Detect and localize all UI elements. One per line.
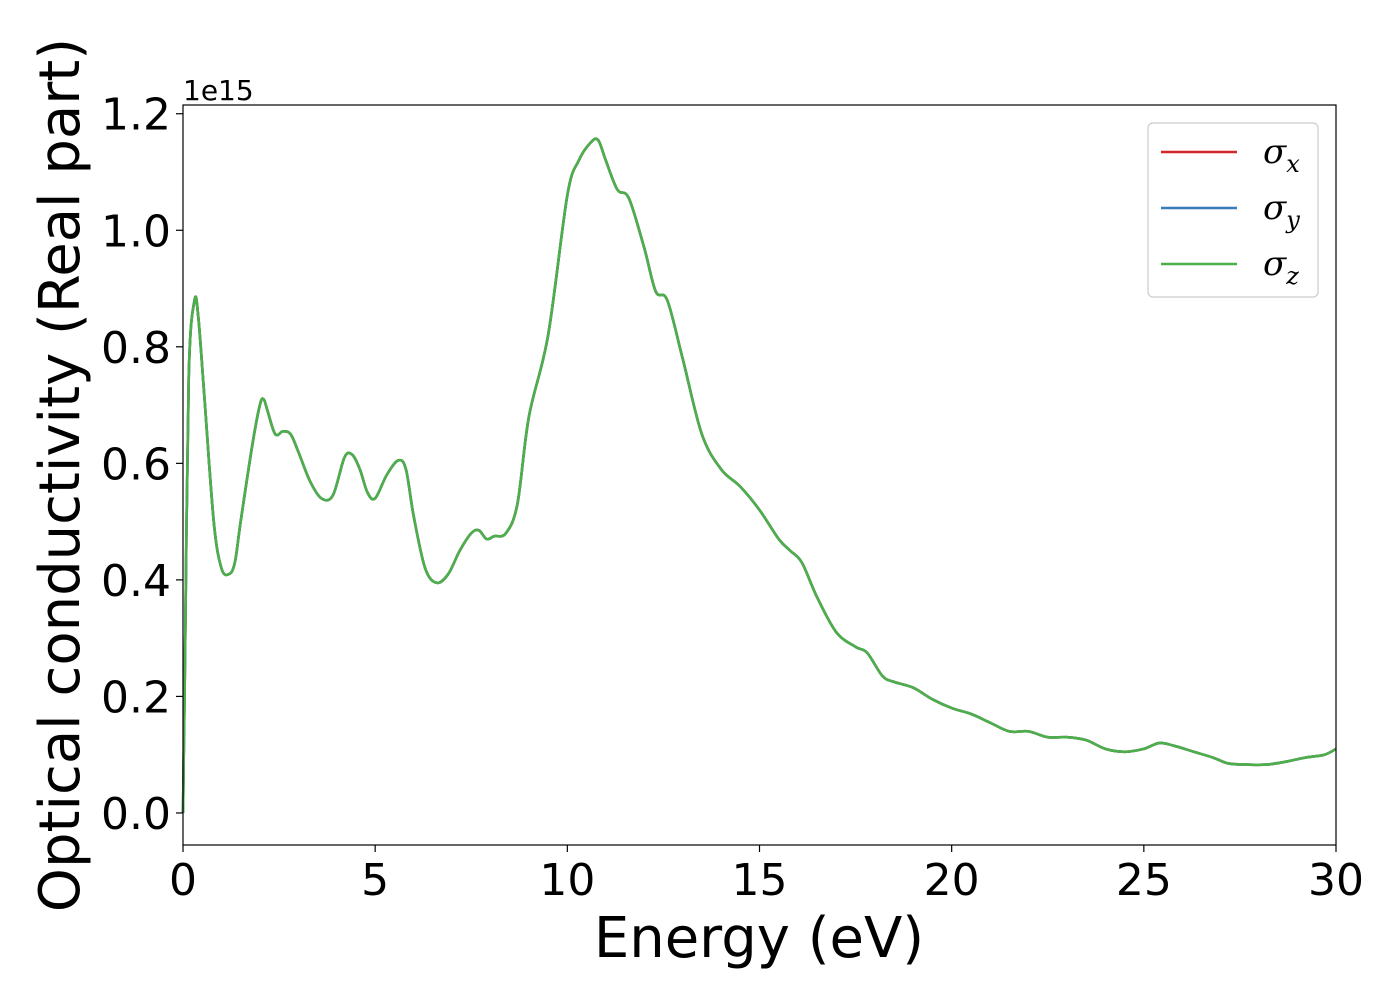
legend-label-y: σy [1263,188,1300,234]
plot-background [183,105,1336,845]
x-tick-label: 10 [539,855,595,906]
x-tick-label: 30 [1308,855,1364,906]
y-tick-label: 0.8 [101,323,171,374]
y-tick-label: 1.0 [101,206,171,257]
y-tick-label: 0.0 [101,789,171,840]
legend-box [1147,122,1319,298]
y-tick-label: 0.4 [101,556,171,607]
legend: σx σy σz [1147,122,1319,298]
x-tick-label: 0 [169,855,197,906]
x-tick-label: 20 [924,855,980,906]
x-tick-label: 15 [732,855,788,906]
x-axis: 0 5 10 15 20 25 30 [169,845,1364,906]
legend-label-z: σz [1263,244,1299,290]
x-tick-label: 25 [1116,855,1172,906]
series-layer [181,137,1337,813]
legend-label-x: σx [1263,132,1300,178]
x-axis-label: Energy (eV) [594,906,924,971]
x-tick-label: 5 [361,855,389,906]
y-tick-label: 0.2 [101,672,171,723]
y-tick-label: 0.6 [101,439,171,490]
series-line-3 [181,137,1337,813]
y-offset-text: 1e15 [183,74,254,107]
y-tick-label: 1.2 [101,90,171,141]
y-axis-label: Optical conductivity (Real part) [28,38,93,912]
y-axis: 0.0 0.2 0.4 0.6 0.8 1.0 1.2 [101,90,183,840]
